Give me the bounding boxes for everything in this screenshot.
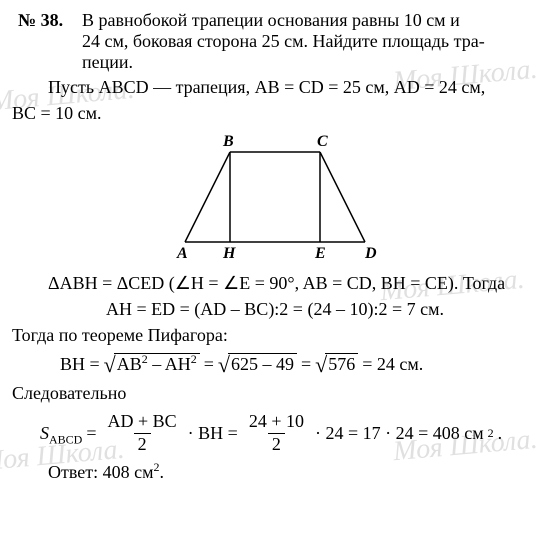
frac-symbolic: AD + BC 2	[104, 412, 181, 455]
problem-number: № 38.	[12, 10, 82, 31]
area-mid2: · 24 = 17 · 24 = 408 см	[315, 423, 484, 444]
sqrt-minus-ah: – AH	[148, 354, 191, 374]
frac2-den: 2	[268, 433, 285, 455]
problem-text-l1: В равнобокой трапеции основания равны 10…	[82, 10, 460, 30]
svg-text:C: C	[317, 133, 328, 150]
area-mid1: · BH =	[188, 423, 238, 444]
segment-calc: AH = ED = (AD – BC):2 = (24 – 10):2 = 7 …	[12, 297, 538, 321]
setup-line-1: Пусть ABCD — трапеция, AB = CD = 25 см, …	[12, 75, 538, 99]
sqrt-body: AB2 – AH2	[114, 353, 200, 375]
area-eq1: =	[86, 423, 96, 444]
bh-lhs: BH =	[60, 354, 100, 375]
problem-header: № 38. В равнобокой трапеции основания ра…	[12, 10, 538, 73]
congruence-line: ΔABH = ΔCED (∠H = ∠E = 90°, AB = CD, BH …	[12, 271, 538, 295]
problem-text-l3: пеции.	[82, 52, 133, 72]
area-s: SABCD	[40, 423, 82, 444]
sqrt-625-49: √ 625 – 49	[218, 353, 297, 375]
frac-numeric: 24 + 10 2	[245, 412, 308, 455]
answer-dot: .	[160, 462, 165, 482]
sqrt-symbol: √	[315, 354, 327, 376]
trapezoid-diagram: A B C D H E	[12, 132, 538, 267]
frac1-den: 2	[134, 433, 151, 455]
svg-text:D: D	[364, 245, 377, 262]
sqrt-ab: AB	[117, 354, 142, 374]
pythagoras-intro: Тогда по теореме Пифагора:	[12, 323, 538, 347]
frac1-num: AD + BC	[104, 412, 181, 433]
frac2-num: 24 + 10	[245, 412, 308, 433]
sqrt-576: √ 576	[315, 353, 358, 375]
area-s-italic: S	[40, 423, 49, 443]
diagram-svg: A B C D H E	[165, 132, 385, 262]
bh-tail: = 24 см.	[362, 354, 423, 375]
svg-text:B: B	[222, 133, 234, 150]
area-sub: ABCD	[49, 432, 82, 446]
answer-line: Ответ: 408 см2.	[12, 460, 538, 484]
svg-text:E: E	[314, 245, 326, 262]
area-dot: .	[498, 423, 503, 444]
sqrt-ah-exp: 2	[191, 352, 197, 366]
page-content: № 38. В равнобокой трапеции основания ра…	[0, 0, 558, 497]
area-formula: SABCD = AD + BC 2 · BH = 24 + 10 2 · 24 …	[12, 412, 538, 455]
svg-text:A: A	[176, 245, 188, 262]
sqrt-body-2: 625 – 49	[228, 353, 297, 375]
svg-text:H: H	[222, 245, 236, 262]
problem-text-l2: 24 см, боковая сторона 25 см. Найдите пл…	[82, 31, 485, 51]
sqrt-symbol: √	[218, 354, 230, 376]
therefore-line: Следовательно	[12, 381, 538, 405]
bh-formula: BH = √ AB2 – AH2 = √ 625 – 49 = √ 576 = …	[12, 353, 538, 375]
problem-statement: В равнобокой трапеции основания равны 10…	[82, 10, 538, 73]
setup-line-2: BC = 10 см.	[12, 101, 538, 125]
sqrt-symbol: √	[104, 354, 116, 376]
answer-label: Ответ: 408 см	[48, 462, 154, 482]
sqrt-body-3: 576	[325, 353, 358, 375]
sqrt-ab2-ah2: √ AB2 – AH2	[104, 353, 200, 375]
eq2: =	[301, 354, 311, 375]
eq1: =	[204, 354, 214, 375]
